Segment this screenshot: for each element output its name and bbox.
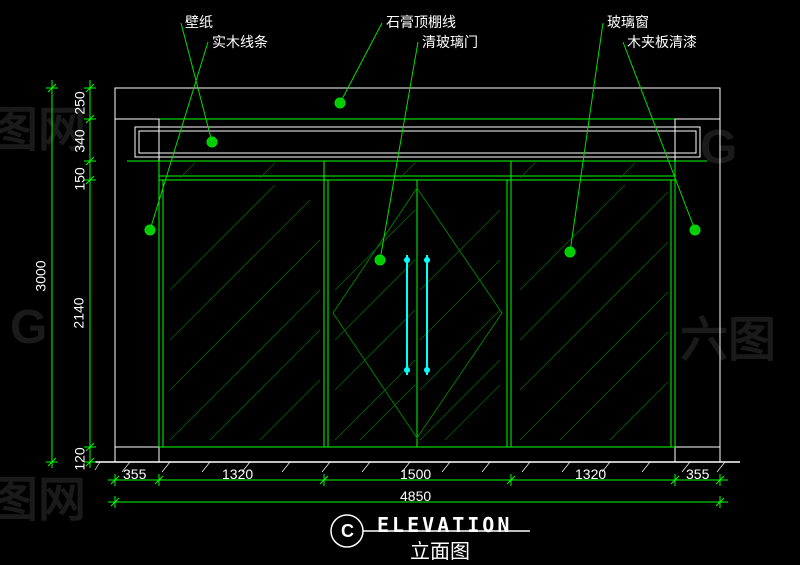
label-wallpaper: 壁纸 — [185, 12, 213, 32]
dim-h-355b: 355 — [686, 466, 709, 482]
label-wood-trim: 实木线条 — [212, 32, 268, 52]
dim-v-2140: 2140 — [71, 297, 87, 328]
label-glass-window: 玻璃窗 — [607, 12, 649, 32]
dim-v-120: 120 — [72, 447, 88, 470]
dim-v-total: 3000 — [33, 260, 49, 291]
dim-h-total: 4850 — [400, 488, 431, 504]
dim-h-1320a: 1320 — [222, 466, 253, 482]
dim-h-1320b: 1320 — [575, 466, 606, 482]
dim-v-340: 340 — [72, 129, 88, 152]
label-gypsum-cornice: 石膏顶棚线 — [386, 12, 456, 32]
label-plywood-varnish: 木夹板清漆 — [627, 32, 697, 52]
dim-v-150: 150 — [72, 167, 88, 190]
dim-h-355a: 355 — [123, 466, 146, 482]
view-letter: C — [341, 521, 354, 542]
title-en: ELEVATION — [377, 513, 512, 537]
dim-v-250: 250 — [72, 91, 88, 114]
label-glass-door: 清玻璃门 — [422, 32, 478, 52]
dim-h-1500: 1500 — [400, 466, 431, 482]
title-zh: 立面图 — [410, 535, 470, 564]
